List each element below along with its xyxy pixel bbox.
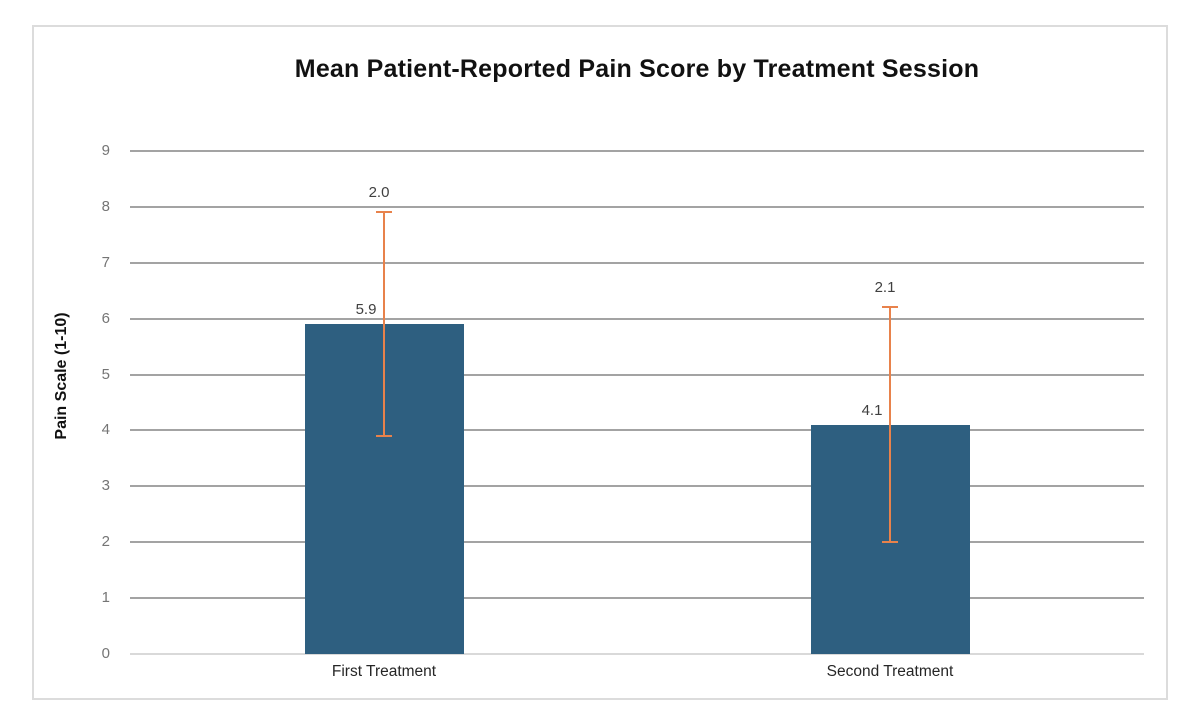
error-bar-cap-top — [882, 306, 898, 309]
gridline — [130, 150, 1144, 152]
error-bar-cap-top — [376, 211, 392, 214]
chart-title: Mean Patient-Reported Pain Score by Trea… — [294, 55, 980, 83]
gridline — [130, 317, 1144, 320]
chart-container: Mean Patient-Reported Pain Score by Trea… — [32, 25, 1168, 700]
y-tick-label: 8 — [101, 197, 110, 215]
gridline — [130, 485, 1144, 488]
gridline — [130, 261, 1144, 264]
y-tick-label: 0 — [101, 645, 110, 662]
y-tick-label: 4 — [101, 421, 110, 439]
error-bar-cap-bottom — [376, 435, 392, 438]
plot-area: 0 1 2 3 4 5 6 7 8 9 5.9 2.0 First Treatment 4.1 2.1 Sec… — [34, 27, 1170, 702]
gridline — [130, 429, 1144, 432]
y-tick-label: 7 — [101, 253, 110, 271]
value-label: 4.1 — [861, 401, 883, 419]
error-bar-label: 2.0 — [368, 184, 390, 202]
gridline — [130, 653, 1144, 655]
gridline — [130, 541, 1144, 544]
y-tick-label: 2 — [101, 533, 110, 551]
gridline — [130, 597, 1144, 600]
y-tick-label: 9 — [101, 142, 110, 159]
x-category-label: Second Treatment — [826, 663, 954, 680]
gridline — [130, 205, 1144, 208]
error-bar-label: 2.1 — [874, 279, 896, 297]
y-tick-label: 1 — [101, 589, 110, 607]
y-tick-label: 3 — [101, 477, 110, 495]
value-label: 5.9 — [355, 301, 377, 319]
error-bar — [383, 212, 385, 437]
y-tick-label: 5 — [101, 365, 110, 383]
x-category-label: First Treatment — [331, 663, 437, 680]
error-bar-cap-bottom — [882, 541, 898, 544]
y-tick-label: 6 — [101, 309, 110, 327]
error-bar — [889, 307, 891, 543]
gridline — [130, 373, 1144, 376]
